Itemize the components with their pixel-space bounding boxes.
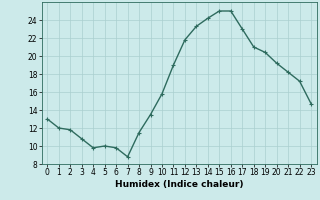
X-axis label: Humidex (Indice chaleur): Humidex (Indice chaleur) <box>115 180 244 189</box>
